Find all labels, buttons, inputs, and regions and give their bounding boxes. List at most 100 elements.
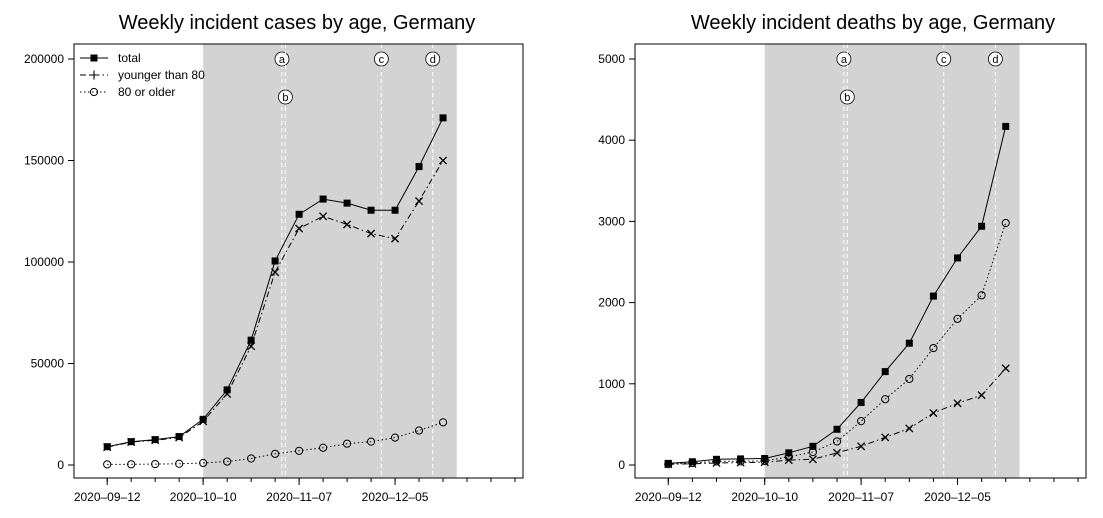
deaths-series-0-point bbox=[905, 339, 913, 347]
cases-y-tick-label: 200000 bbox=[24, 52, 64, 66]
cases-series-1-point bbox=[343, 220, 352, 229]
deaths-chart-title: Weekly incident deaths by age, Germany bbox=[691, 12, 1055, 34]
deaths-series-2-point bbox=[784, 452, 793, 461]
deaths-series-0-point bbox=[737, 455, 745, 463]
deaths-event-circle-a bbox=[836, 51, 852, 67]
cases-series-1-point bbox=[199, 417, 208, 426]
cases-y-tick-label: 0 bbox=[57, 458, 64, 472]
deaths-y-tick-label: 5000 bbox=[598, 52, 625, 66]
cases-series-2-point bbox=[175, 459, 184, 468]
deaths-series-0-point bbox=[809, 442, 817, 450]
deaths-event-circle-d bbox=[987, 51, 1003, 67]
cases-y-tick-label: 50000 bbox=[31, 357, 65, 371]
cases-event-circle-a bbox=[274, 51, 290, 67]
deaths-series-2-point bbox=[736, 457, 745, 466]
deaths-series-2-point bbox=[977, 291, 986, 300]
cases-legend-label-1: younger than 80 bbox=[118, 68, 205, 82]
cases-y-axis: 0 50000 100000 150000 200000 bbox=[24, 52, 74, 472]
deaths-y-tick-label: 1000 bbox=[598, 377, 625, 391]
deaths-y-tick-label: 0 bbox=[618, 458, 625, 472]
deaths-series-2-point bbox=[953, 314, 962, 323]
deaths-series-2 bbox=[664, 218, 1010, 469]
cases-series-1-point bbox=[151, 436, 160, 445]
deaths-event-label-c: c bbox=[941, 54, 947, 66]
deaths-series-1-point bbox=[905, 424, 914, 433]
deaths-series-1-point bbox=[1001, 364, 1010, 373]
cases-series-2-point bbox=[127, 460, 136, 469]
deaths-event-label-b: b bbox=[844, 92, 850, 104]
cases-event-circle-d bbox=[425, 51, 441, 67]
cases-series-1-point bbox=[223, 389, 232, 399]
cases-series-1-point bbox=[414, 197, 424, 206]
deaths-series-2-point bbox=[688, 458, 697, 468]
deaths-series-1 bbox=[664, 364, 1010, 469]
deaths-series-1-point bbox=[712, 458, 721, 468]
deaths-y-tick-label: 2000 bbox=[598, 296, 625, 310]
deaths-series-1-point bbox=[808, 455, 817, 464]
cases-series-2-point bbox=[199, 458, 208, 468]
cases-event-circle-b bbox=[277, 89, 293, 105]
cases-x-tick-label: 2020–10–10 bbox=[170, 490, 237, 504]
deaths-series-2-point bbox=[664, 460, 673, 469]
deaths-series-1-point bbox=[832, 448, 842, 457]
cases-legend-label-2: 80 or older bbox=[118, 85, 175, 99]
cases-series-2-point bbox=[247, 454, 256, 463]
cases-series-line-2 bbox=[107, 421, 444, 465]
cases-series-1-point bbox=[438, 156, 448, 165]
deaths-series-1-point bbox=[760, 458, 769, 467]
cases-series-0-point bbox=[199, 415, 207, 423]
deaths-y-tick-label: 4000 bbox=[598, 133, 625, 147]
deaths-series-2-point bbox=[929, 343, 938, 353]
deaths-x-tick-label: 2020–10–10 bbox=[731, 490, 798, 504]
cases-x-axis: 2020–09–12 2020–10–10 2020–11–07 2020–12–05 bbox=[74, 478, 516, 504]
deaths-series-2-point bbox=[808, 447, 817, 457]
cases-series-2-point bbox=[366, 437, 376, 446]
deaths-series-1-point bbox=[953, 399, 962, 408]
cases-event-label-c: c bbox=[379, 54, 385, 66]
deaths-x-tick-label: 2020–09–12 bbox=[635, 490, 702, 504]
deaths-series-2-point bbox=[1001, 218, 1010, 228]
cases-series-0-point bbox=[439, 114, 447, 122]
deaths-series-line-1 bbox=[668, 368, 1007, 465]
deaths-series-2-point bbox=[832, 437, 842, 446]
deaths-series-0-point bbox=[954, 254, 962, 262]
deaths-series-2-point bbox=[712, 457, 721, 466]
deaths-plot-frame bbox=[634, 43, 1087, 479]
cases-event-circle-c bbox=[373, 51, 389, 67]
cases-y-tick-label: 150000 bbox=[24, 154, 64, 168]
deaths-series-0-point bbox=[857, 398, 865, 406]
cases-chart-panel: Weekly incident cases by age, Germany a b… bbox=[24, 12, 524, 504]
deaths-event-label-d: d bbox=[992, 54, 998, 66]
deaths-series-1-point bbox=[929, 408, 938, 418]
cases-series-1 bbox=[103, 156, 448, 452]
cases-series-2-point bbox=[103, 460, 112, 469]
cases-series-1-point bbox=[103, 443, 112, 452]
deaths-y-axis: 0 1000 2000 3000 4000 5000 bbox=[598, 52, 635, 472]
deaths-chart-panel: Weekly incident deaths by age, Germany a… bbox=[598, 12, 1087, 504]
cases-series-2-point bbox=[318, 443, 328, 452]
cases-shaded-period bbox=[203, 44, 457, 478]
cases-chart-title: Weekly incident cases by age, Germany bbox=[119, 12, 475, 34]
deaths-series-line-2 bbox=[668, 222, 1007, 465]
cases-event-label-a: a bbox=[279, 54, 286, 66]
cases-series-0-point bbox=[271, 257, 279, 265]
cases-legend-marker-0 bbox=[90, 54, 98, 62]
cases-series-2-point bbox=[438, 418, 448, 427]
cases-legend-label-0: total bbox=[118, 51, 141, 65]
deaths-x-axis: 2020–09–12 2020–10–10 2020–11–07 2020–12–05 bbox=[635, 478, 1079, 504]
deaths-series-0-point bbox=[761, 455, 769, 463]
cases-x-tick-label: 2020–09–12 bbox=[74, 490, 141, 504]
cases-series-1-point bbox=[319, 212, 328, 221]
deaths-series-0-point bbox=[929, 292, 937, 300]
cases-series-2-point bbox=[390, 433, 400, 442]
cases-x-tick-label: 2020–11–07 bbox=[266, 490, 332, 504]
cases-legend: total younger than 80 80 or older bbox=[80, 51, 205, 99]
deaths-series-0-point bbox=[881, 368, 889, 376]
cases-series-1-point bbox=[175, 433, 184, 442]
cases-series-0-point bbox=[343, 199, 351, 207]
cases-series-2-point bbox=[271, 449, 280, 458]
cases-series-2-point bbox=[223, 457, 232, 466]
deaths-x-tick-label: 2020–11–07 bbox=[828, 490, 894, 504]
deaths-series-0-point bbox=[712, 455, 720, 463]
